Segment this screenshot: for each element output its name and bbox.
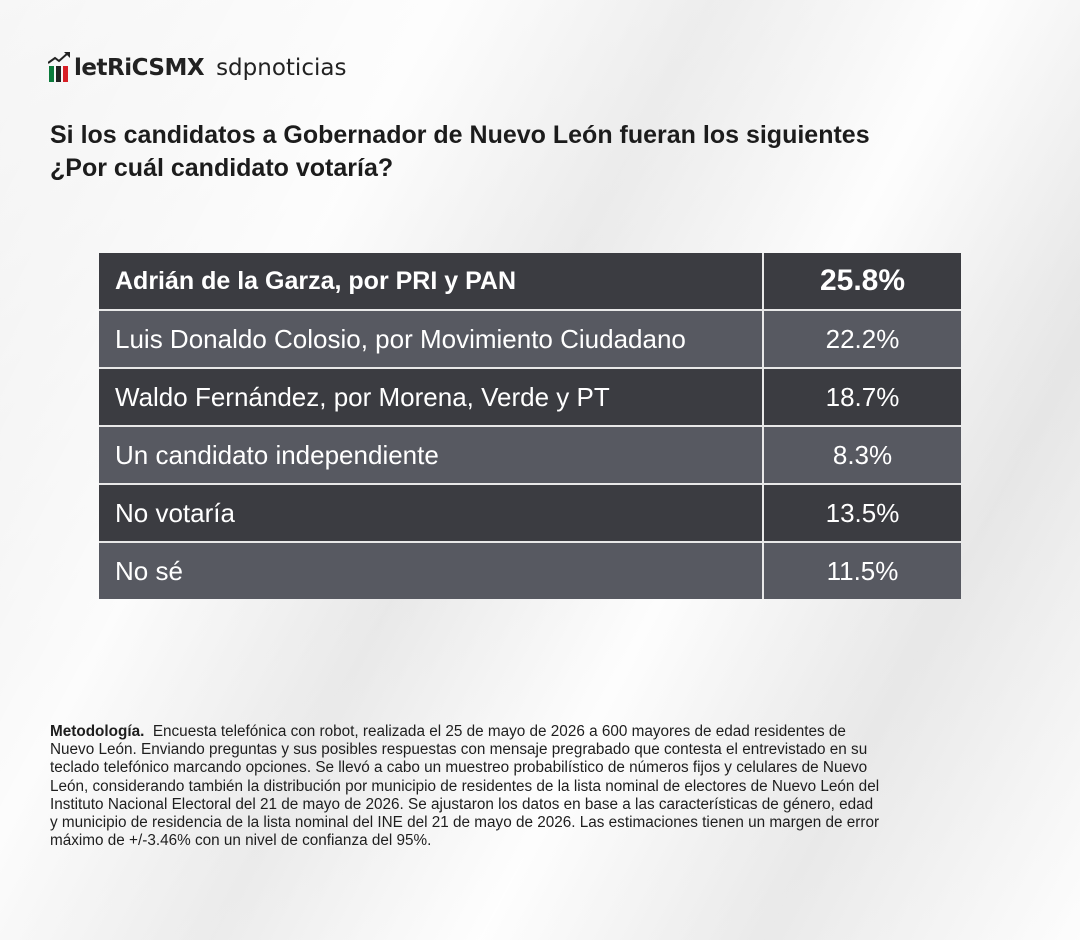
methodology-line: León, considerando también la distribuci…: [50, 777, 880, 795]
candidate-label: Waldo Fernández, por Morena, Verde y PT: [99, 368, 763, 427]
methodology-line: máximo de +/-3.46% con un nivel de confi…: [50, 832, 432, 850]
vote-percent: 11.5%: [762, 542, 961, 599]
methodology-line: y municipio de residencia de la lista no…: [50, 814, 880, 832]
table-row: Un candidato independiente 8.3%: [99, 426, 961, 485]
table-row: No votaría 13.5%: [99, 484, 961, 543]
methodology-line: Nuevo León. Enviando preguntas y sus pos…: [50, 741, 868, 759]
vote-percent: 13.5%: [762, 484, 961, 543]
survey-question: Si los candidatos a Gobernador de Nuevo …: [50, 119, 1030, 185]
candidate-label: Un candidato independiente: [99, 426, 763, 485]
candidate-label: Luis Donaldo Colosio, por Movimiento Ciu…: [99, 310, 763, 369]
table-row: No sé 11.5%: [99, 542, 961, 599]
vote-percent: 25.8%: [762, 253, 961, 311]
results-table: Adrián de la Garza, por PRI y PAN 25.8% Lu…: [99, 253, 961, 599]
methodology-line: Instituto Nacional Electoral del 21 de m…: [50, 795, 874, 813]
brand-bar: letRiCSMX sdpnoticias: [48, 48, 346, 88]
table-row: Luis Donaldo Colosio, por Movimiento Ciu…: [99, 310, 961, 369]
methodology-line: Encuesta telefónica con robot, realizada…: [152, 723, 846, 740]
metricsmx-wordmark: letRiCSMX: [74, 55, 205, 81]
question-line-1: Si los candidatos a Gobernador de Nuevo …: [50, 121, 870, 149]
methodology-line: teclado telefónico marcando opciones. Se…: [50, 759, 868, 777]
candidate-label: Adrián de la Garza, por PRI y PAN: [99, 253, 763, 311]
candidate-label: No votaría: [99, 484, 763, 543]
methodology-note: Metodología. Encuesta telefónica con rob…: [50, 723, 1040, 850]
question-line-2: ¿Por cuál candidato votaría?: [50, 154, 394, 182]
candidate-label: No sé: [99, 542, 763, 599]
table-row: Adrián de la Garza, por PRI y PAN 25.8%: [99, 253, 961, 311]
table-row: Waldo Fernández, por Morena, Verde y PT 1…: [99, 368, 961, 427]
chart-arrow-flag-icon: [48, 52, 72, 84]
metricsmx-logo: letRiCSMX: [48, 52, 205, 84]
sdpnoticias-wordmark: sdpnoticias: [216, 55, 347, 81]
methodology-label: Metodología.: [50, 723, 145, 740]
vote-percent: 18.7%: [762, 368, 961, 427]
vote-percent: 8.3%: [762, 426, 961, 485]
vote-percent: 22.2%: [762, 310, 961, 369]
